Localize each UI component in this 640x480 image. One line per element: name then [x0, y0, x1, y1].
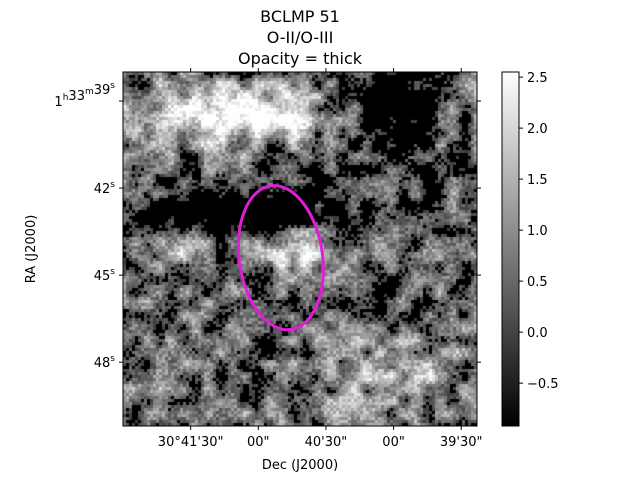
y-tick-label: 48s [94, 354, 116, 371]
colorbar-tick-label: 1.0 [527, 224, 548, 239]
x-tick-label: 40'30" [305, 435, 348, 450]
colorbar-tick-label: 0.5 [527, 275, 548, 290]
x-axis: 30°41'30" 00" 40'30" 00" 39'30" [158, 68, 483, 450]
y-tick-label-value: 42 [94, 182, 111, 197]
y-tick-label-value: 39 [94, 83, 111, 98]
region-ellipse [236, 184, 325, 332]
y-tick-label-unit: s [110, 81, 115, 91]
y-tick-label-value: 48 [94, 356, 111, 371]
y-tick-label-unit: s [110, 354, 115, 364]
y-tick-label-value: 45 [94, 269, 111, 284]
x-tick-label: 39'30" [440, 435, 483, 450]
y-tick-label-unit: s [110, 180, 115, 190]
y-tick-label: 45s [94, 267, 116, 284]
colorbar-tick-label: 0.0 [527, 326, 548, 341]
title-line-2: O-II/O-III [267, 28, 334, 47]
title-line-3: Opacity = thick [238, 49, 363, 68]
y-tick-label-unit: h [63, 93, 69, 103]
colorbar-tick-label: 2.5 [527, 71, 548, 86]
y-tick-label-value: 33 [68, 89, 85, 104]
x-tick-label: 00" [382, 435, 405, 450]
colorbar-ticks: −0.5 0.0 0.5 1.0 1.5 2.0 2.5 [519, 71, 559, 392]
colorbar-tick-label: −0.5 [527, 377, 559, 392]
y-axis-label: RA (J2000) [24, 215, 39, 284]
x-axis-label: Dec (J2000) [262, 458, 338, 473]
title-line-1: BCLMP 51 [260, 7, 340, 26]
y-tick-label: 42s [94, 180, 116, 197]
y-tick-label: 1h33m39s [54, 81, 115, 110]
colorbar-frame [501, 71, 520, 427]
y-tick-label-unit: m [85, 87, 94, 97]
intensity-map-container [123, 72, 477, 426]
colorbar-tick-label: 2.0 [527, 122, 548, 137]
colorbar [502, 72, 519, 426]
intensity-map [123, 72, 477, 426]
x-tick-label: 00" [247, 435, 270, 450]
y-tick-label-value: 1 [54, 95, 62, 110]
axes-frame [122, 71, 478, 427]
colorbar-tick-label: 1.5 [527, 173, 548, 188]
y-tick-label-unit: s [110, 267, 115, 277]
x-tick-label: 30°41'30" [158, 435, 224, 450]
